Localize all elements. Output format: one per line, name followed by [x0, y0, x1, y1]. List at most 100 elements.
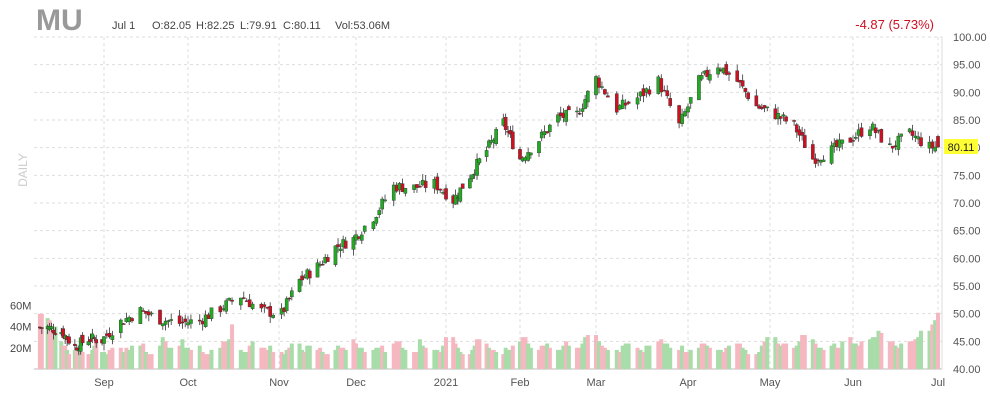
candle-body — [239, 297, 243, 306]
volume-bar — [451, 337, 456, 369]
volume-bar — [230, 324, 235, 369]
candle-body — [800, 132, 804, 136]
candle-body — [487, 140, 491, 148]
candle-body — [169, 319, 174, 321]
candle-body — [626, 101, 631, 104]
candle-body — [435, 176, 440, 191]
volume-bar — [696, 347, 701, 369]
volume-bar — [623, 343, 628, 369]
candle-body — [80, 334, 85, 344]
candle-body — [206, 314, 211, 319]
volume-bar — [518, 341, 522, 369]
volume-bar — [341, 347, 346, 369]
candle-body — [362, 225, 367, 232]
volume-bar — [169, 347, 174, 369]
volume-bar — [784, 343, 789, 369]
volume-bar — [420, 345, 425, 369]
candle-body — [888, 143, 892, 145]
volume-bar — [414, 352, 419, 369]
candle-body — [470, 174, 475, 180]
y-tick-label: 70.00 — [953, 198, 981, 210]
volume-bar — [284, 349, 289, 369]
volume-value: Vol:53.06M — [335, 20, 390, 32]
volume-bar — [362, 352, 367, 369]
volume-bar — [930, 324, 935, 369]
candle-body — [458, 187, 463, 202]
volume-bar — [919, 330, 923, 369]
last-price-label: 80.11 — [948, 142, 975, 154]
candle-body — [259, 303, 264, 309]
volume-bar — [186, 347, 190, 369]
candle-body — [183, 318, 188, 322]
candle-body — [247, 299, 252, 308]
volume-bar — [53, 326, 58, 369]
volume-bar — [503, 347, 508, 369]
candle-body — [811, 144, 815, 160]
candle-body — [262, 304, 267, 307]
volume-bar — [583, 337, 588, 369]
volume-bar — [80, 352, 85, 369]
candle-body — [699, 75, 704, 80]
volume-bar — [537, 349, 541, 369]
volume-bar — [265, 349, 270, 369]
y-tick-label: 40.00 — [953, 364, 981, 376]
volume-bar — [762, 341, 767, 369]
candle-body — [265, 307, 270, 309]
candle-body — [567, 106, 571, 111]
volume-bar — [325, 354, 330, 369]
volume-bar — [104, 354, 109, 369]
candle-body — [297, 278, 302, 292]
volume-bar — [94, 341, 99, 369]
candle-body — [606, 95, 610, 98]
volume-bar — [458, 352, 463, 369]
volume-bar — [107, 349, 112, 369]
candle-body — [548, 124, 552, 132]
candle-body — [67, 336, 71, 344]
volume-bar — [218, 347, 223, 369]
volume-bar — [539, 345, 544, 369]
volume-bar — [887, 341, 892, 369]
volume-bar — [743, 349, 748, 369]
volume-bar — [879, 332, 884, 369]
volume-bar — [67, 354, 72, 369]
volume-bar — [776, 343, 781, 369]
y-tick-label: 45.00 — [953, 336, 981, 348]
volume-bar — [289, 343, 294, 369]
volume-bar — [916, 337, 921, 369]
candle-body — [656, 76, 661, 94]
candle-body — [338, 248, 343, 251]
candle-body — [218, 306, 223, 313]
candle-body — [539, 131, 544, 139]
candle-body — [580, 108, 585, 112]
volume-bar — [177, 345, 182, 369]
volume-bar — [856, 345, 861, 369]
volume-bar — [333, 349, 338, 369]
volume-bar — [547, 347, 552, 369]
candle-body — [705, 69, 709, 77]
candle-body — [910, 130, 915, 136]
volume-bar — [432, 349, 437, 369]
volume-bar — [566, 345, 571, 369]
candle-body — [688, 97, 693, 104]
volume-bar — [680, 345, 685, 369]
volume-bar — [896, 347, 901, 369]
volume-bar — [656, 341, 661, 369]
candle-body — [468, 178, 472, 189]
volume-bar — [188, 349, 193, 369]
candle-body — [477, 158, 482, 164]
candle-body — [803, 135, 807, 148]
price-axis: 100.0095.0090.0085.0080.0075.0070.0065.0… — [953, 32, 987, 376]
volume-bar — [794, 345, 799, 369]
volume-bar — [318, 347, 323, 369]
candle-body — [859, 127, 864, 137]
candle-body — [603, 89, 607, 95]
volume-bar — [800, 335, 805, 369]
y-tick-label: 95.00 — [953, 60, 981, 72]
volume-bar — [110, 347, 115, 369]
close-value: C:80.11 — [283, 20, 321, 32]
candle-body — [638, 91, 643, 97]
candle-body — [130, 318, 134, 322]
candle-body — [244, 300, 249, 302]
volume-bar — [166, 347, 171, 369]
volume-bar — [484, 343, 489, 369]
